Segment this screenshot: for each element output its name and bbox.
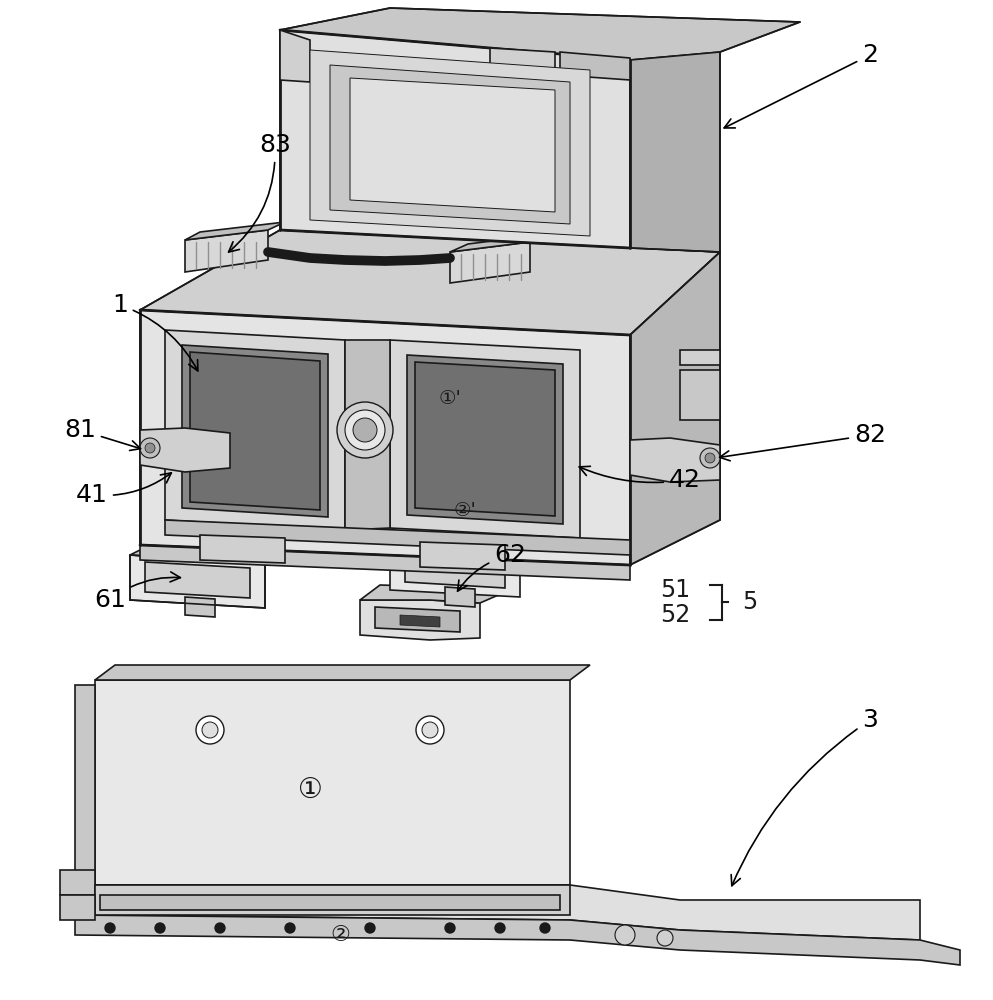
Polygon shape — [390, 530, 550, 552]
Polygon shape — [145, 562, 250, 598]
Polygon shape — [375, 607, 460, 632]
Polygon shape — [200, 535, 285, 563]
Circle shape — [365, 923, 375, 933]
Circle shape — [285, 923, 295, 933]
Polygon shape — [360, 585, 510, 603]
Text: 41: 41 — [76, 473, 172, 507]
Polygon shape — [450, 234, 548, 252]
Polygon shape — [630, 438, 720, 482]
Circle shape — [657, 930, 673, 946]
Polygon shape — [345, 340, 390, 530]
Text: 51: 51 — [660, 578, 690, 602]
Circle shape — [705, 453, 715, 463]
Polygon shape — [75, 885, 920, 940]
Polygon shape — [95, 680, 570, 885]
Circle shape — [615, 925, 635, 945]
Polygon shape — [60, 870, 95, 895]
Text: 61: 61 — [94, 572, 181, 612]
Circle shape — [353, 418, 377, 442]
Polygon shape — [190, 352, 320, 510]
Polygon shape — [280, 8, 800, 60]
Polygon shape — [310, 50, 590, 236]
Polygon shape — [182, 345, 328, 517]
Text: 52: 52 — [660, 603, 690, 627]
Polygon shape — [185, 230, 268, 272]
Polygon shape — [95, 885, 570, 915]
Polygon shape — [130, 555, 265, 608]
Polygon shape — [60, 895, 95, 920]
Polygon shape — [140, 310, 630, 565]
Circle shape — [155, 923, 165, 933]
Circle shape — [215, 923, 225, 933]
Polygon shape — [165, 520, 630, 555]
Polygon shape — [185, 222, 285, 240]
Polygon shape — [630, 52, 720, 252]
Circle shape — [422, 722, 438, 738]
Circle shape — [105, 923, 115, 933]
Polygon shape — [95, 665, 590, 680]
Text: 1: 1 — [112, 293, 198, 371]
Polygon shape — [445, 587, 475, 607]
Text: ①: ① — [298, 776, 323, 804]
Polygon shape — [390, 545, 520, 597]
Polygon shape — [390, 340, 580, 538]
Text: 42: 42 — [579, 466, 701, 492]
Polygon shape — [560, 52, 630, 80]
Text: ②: ② — [330, 925, 350, 945]
Polygon shape — [490, 48, 555, 72]
Polygon shape — [400, 615, 440, 627]
Polygon shape — [407, 355, 563, 524]
Text: ①': ①' — [439, 388, 462, 408]
Circle shape — [345, 410, 385, 450]
Polygon shape — [75, 685, 95, 890]
Circle shape — [700, 448, 720, 468]
Polygon shape — [405, 552, 505, 588]
Circle shape — [140, 438, 160, 458]
Polygon shape — [140, 428, 230, 472]
Text: 82: 82 — [720, 423, 886, 461]
Circle shape — [540, 923, 550, 933]
Text: 83: 83 — [228, 133, 291, 252]
Text: ②': ②' — [454, 500, 477, 520]
Text: 2: 2 — [724, 43, 878, 128]
Text: 3: 3 — [731, 708, 878, 886]
Circle shape — [337, 402, 393, 458]
Circle shape — [145, 443, 155, 453]
Polygon shape — [130, 540, 295, 563]
Text: 62: 62 — [458, 543, 526, 591]
Text: 5: 5 — [742, 590, 758, 614]
Text: 81: 81 — [65, 418, 141, 450]
Polygon shape — [165, 330, 345, 530]
Circle shape — [495, 923, 505, 933]
Polygon shape — [680, 370, 720, 420]
Circle shape — [202, 722, 218, 738]
Polygon shape — [140, 545, 630, 580]
Polygon shape — [420, 542, 505, 570]
Polygon shape — [280, 30, 630, 248]
Polygon shape — [185, 597, 215, 617]
Polygon shape — [330, 65, 570, 224]
Polygon shape — [140, 230, 720, 335]
Polygon shape — [630, 252, 720, 565]
Polygon shape — [350, 78, 555, 212]
Polygon shape — [415, 362, 555, 516]
Polygon shape — [360, 600, 480, 640]
Circle shape — [416, 716, 444, 744]
Circle shape — [196, 716, 224, 744]
Polygon shape — [100, 895, 560, 910]
Polygon shape — [450, 242, 530, 283]
Circle shape — [445, 923, 455, 933]
Polygon shape — [280, 30, 310, 82]
Polygon shape — [680, 350, 720, 365]
Polygon shape — [75, 915, 960, 965]
